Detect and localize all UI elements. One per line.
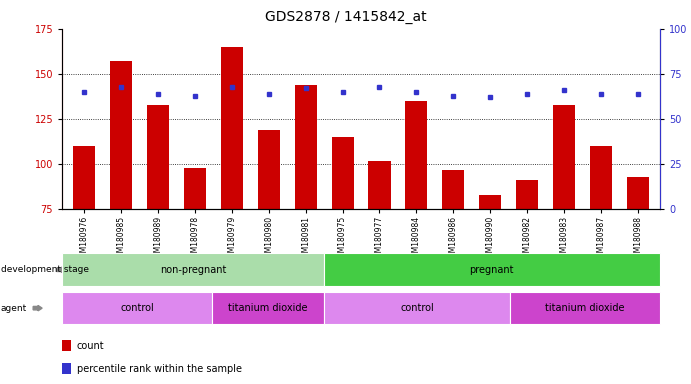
- Text: GDS2878 / 1415842_at: GDS2878 / 1415842_at: [265, 10, 426, 23]
- Bar: [516, 180, 538, 209]
- Bar: [590, 146, 612, 209]
- Bar: [406, 101, 428, 209]
- Text: control: control: [120, 303, 154, 313]
- Bar: [553, 104, 575, 209]
- Bar: [442, 170, 464, 209]
- Text: development stage: development stage: [1, 265, 88, 274]
- Bar: [368, 161, 390, 209]
- Text: control: control: [400, 303, 434, 313]
- Text: titanium dioxide: titanium dioxide: [228, 303, 307, 313]
- Text: percentile rank within the sample: percentile rank within the sample: [77, 364, 242, 374]
- Bar: [627, 177, 649, 209]
- Text: non-pregnant: non-pregnant: [160, 265, 226, 275]
- Bar: [73, 146, 95, 209]
- Bar: [258, 130, 280, 209]
- Bar: [147, 104, 169, 209]
- Bar: [479, 195, 501, 209]
- Text: count: count: [77, 341, 104, 351]
- Bar: [184, 168, 206, 209]
- Bar: [110, 61, 132, 209]
- Text: titanium dioxide: titanium dioxide: [545, 303, 625, 313]
- Bar: [294, 85, 316, 209]
- Text: agent: agent: [1, 304, 27, 313]
- Bar: [221, 47, 243, 209]
- Text: pregnant: pregnant: [470, 265, 514, 275]
- Bar: [332, 137, 354, 209]
